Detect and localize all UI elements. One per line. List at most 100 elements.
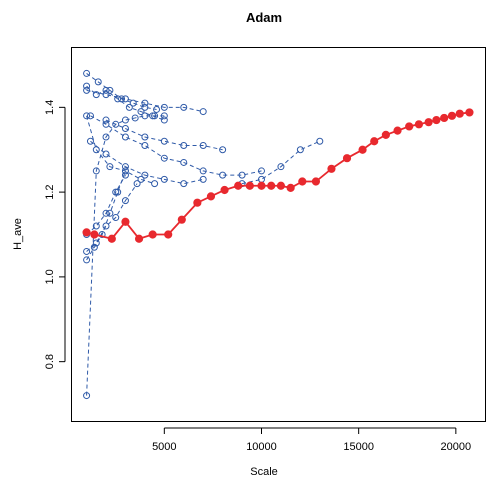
highlight-series-point (286, 183, 295, 192)
background-series-point (316, 137, 324, 145)
background-series-point (92, 91, 100, 99)
highlight-series-point (447, 111, 457, 120)
x-tick-label: 10000 (246, 441, 277, 453)
background-series-point (141, 141, 149, 149)
highlight-series-point (327, 164, 336, 173)
highlight-series-point (298, 177, 307, 186)
background-series-point (141, 133, 149, 141)
background-series-point (121, 197, 129, 205)
background-series-point (83, 86, 91, 94)
background-series-point (83, 69, 91, 77)
background-series-point (94, 78, 102, 86)
background-series-point (160, 154, 168, 162)
background-series-point (238, 171, 246, 179)
highlight-series-point (107, 234, 116, 243)
highlight-series-point (177, 215, 186, 224)
background-series-point (257, 167, 265, 175)
background-series-point (102, 209, 110, 217)
highlight-series-point (276, 181, 286, 190)
highlight-series-point (424, 118, 433, 127)
background-series-point (92, 146, 100, 154)
background-series-point (92, 239, 100, 247)
background-series-point (102, 120, 110, 128)
background-series-point (121, 163, 129, 171)
background-series-group (83, 69, 324, 400)
highlight-series-point (393, 126, 402, 135)
background-series-point (83, 392, 91, 400)
background-series-point (83, 112, 91, 120)
background-series-point (160, 116, 168, 124)
highlight-series-point (82, 228, 91, 237)
highlight-series-point (455, 109, 464, 118)
y-axis-label: H_ave (12, 218, 24, 250)
highlight-series-point (381, 130, 390, 139)
background-series-point (114, 188, 122, 196)
background-series-point (149, 112, 157, 120)
background-series-point (133, 180, 141, 188)
x-axis-label: Scale (250, 466, 278, 478)
highlight-series-point (440, 113, 449, 123)
highlight-series-point (220, 185, 229, 195)
background-series-point (121, 125, 129, 133)
background-series-point (102, 91, 110, 99)
chart-title: Adam (246, 10, 282, 25)
highlight-series-point (342, 154, 352, 163)
y-axis: 0.8 1.0 1.2 1.4 (44, 100, 66, 369)
background-series-point (86, 112, 94, 120)
background-series-point (180, 158, 188, 166)
background-series-point (102, 116, 110, 124)
background-series-point (121, 171, 129, 179)
background-series-point (131, 114, 139, 122)
highlight-series-point (164, 230, 173, 239)
background-series-line (90, 115, 262, 176)
background-series-point (92, 167, 100, 175)
background-series-point (151, 180, 159, 188)
highlight-series-point (206, 192, 216, 201)
highlight-series-point (358, 145, 367, 154)
background-series-line (86, 170, 126, 261)
highlight-series-point (405, 122, 414, 131)
highlight-series-point (465, 108, 474, 117)
background-series-point (92, 222, 100, 230)
background-series-point (106, 163, 114, 171)
background-series-point (219, 146, 227, 154)
highlight-series-point (257, 181, 266, 190)
highlight-series-point (134, 234, 144, 243)
background-series-line (90, 140, 204, 185)
plot-area-frame (71, 47, 486, 422)
background-series-point (151, 112, 159, 120)
background-series-point (114, 95, 122, 103)
background-series-point (83, 256, 91, 264)
background-series-point (141, 103, 149, 111)
background-series-line (241, 140, 320, 185)
background-series-point (180, 103, 188, 111)
background-series-point (112, 188, 120, 196)
background-series-line (86, 115, 165, 396)
background-series-point (98, 231, 106, 238)
background-series-point (199, 167, 207, 175)
background-series-point (199, 108, 207, 116)
background-series-point (83, 82, 91, 90)
highlight-series-point (193, 198, 202, 207)
highlight-series-point (245, 181, 254, 190)
background-series-point (121, 133, 129, 141)
x-axis: 5000 10000 15000 20000 (152, 427, 472, 453)
background-series-point (83, 247, 91, 255)
background-series-point (199, 141, 207, 149)
highlight-series-group (82, 108, 474, 243)
background-series-point (180, 180, 188, 188)
background-series-point (219, 171, 227, 179)
background-series-point (141, 112, 149, 120)
background-series-line (105, 119, 223, 151)
background-series-point (129, 99, 137, 107)
background-series-point (160, 137, 168, 145)
background-series-line (86, 115, 155, 185)
x-tick-label: 15000 (343, 441, 374, 453)
highlight-series-point (121, 217, 130, 226)
background-series-line (86, 85, 165, 121)
y-tick-label: 1.0 (44, 269, 56, 284)
background-series-point (160, 103, 168, 111)
background-series-point (102, 133, 110, 141)
x-tick-label: 20000 (441, 441, 472, 453)
background-series-line (86, 89, 204, 113)
